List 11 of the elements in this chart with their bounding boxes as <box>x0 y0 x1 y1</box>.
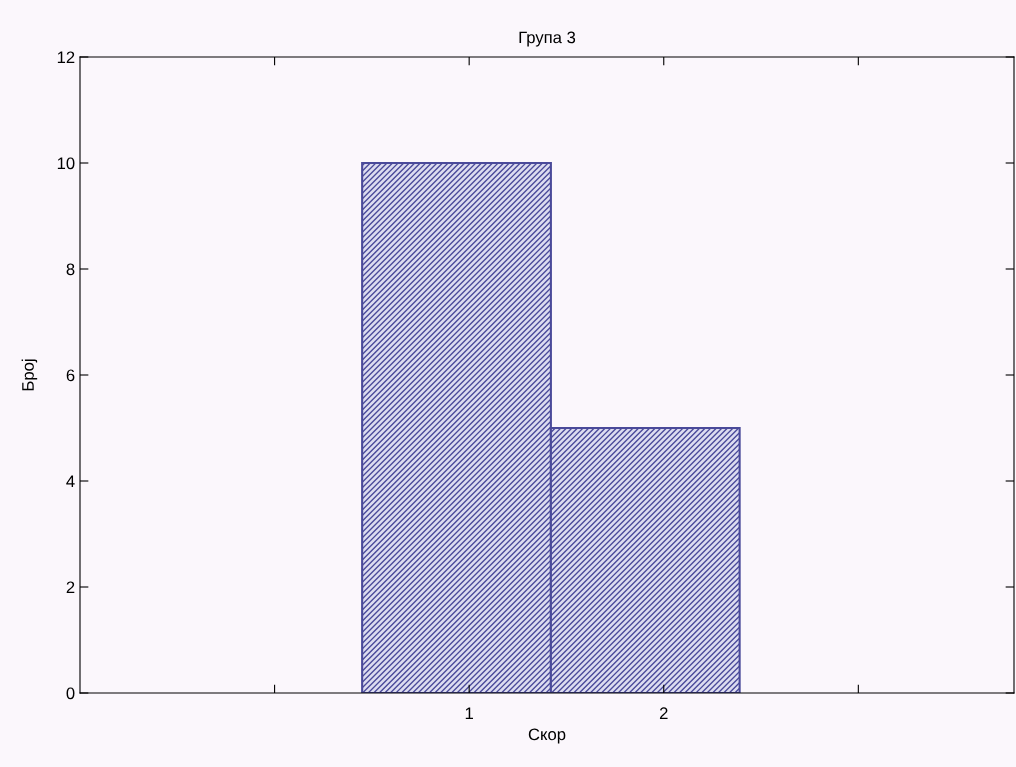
y-tick-label: 4 <box>66 475 75 488</box>
y-tick-label: 12 <box>57 51 75 64</box>
x-tick-label: 1 <box>465 707 473 719</box>
y-tick-label: 6 <box>66 369 75 382</box>
y-tick-label: 0 <box>66 687 75 700</box>
y-tick-label: 10 <box>57 157 75 170</box>
y-tick-label: 2 <box>66 581 75 594</box>
y-tick-label: 8 <box>66 263 75 276</box>
x-axis-title: Скор <box>528 728 566 744</box>
chart-title: Група 3 <box>519 31 576 47</box>
y-axis-title: Број <box>21 359 38 391</box>
